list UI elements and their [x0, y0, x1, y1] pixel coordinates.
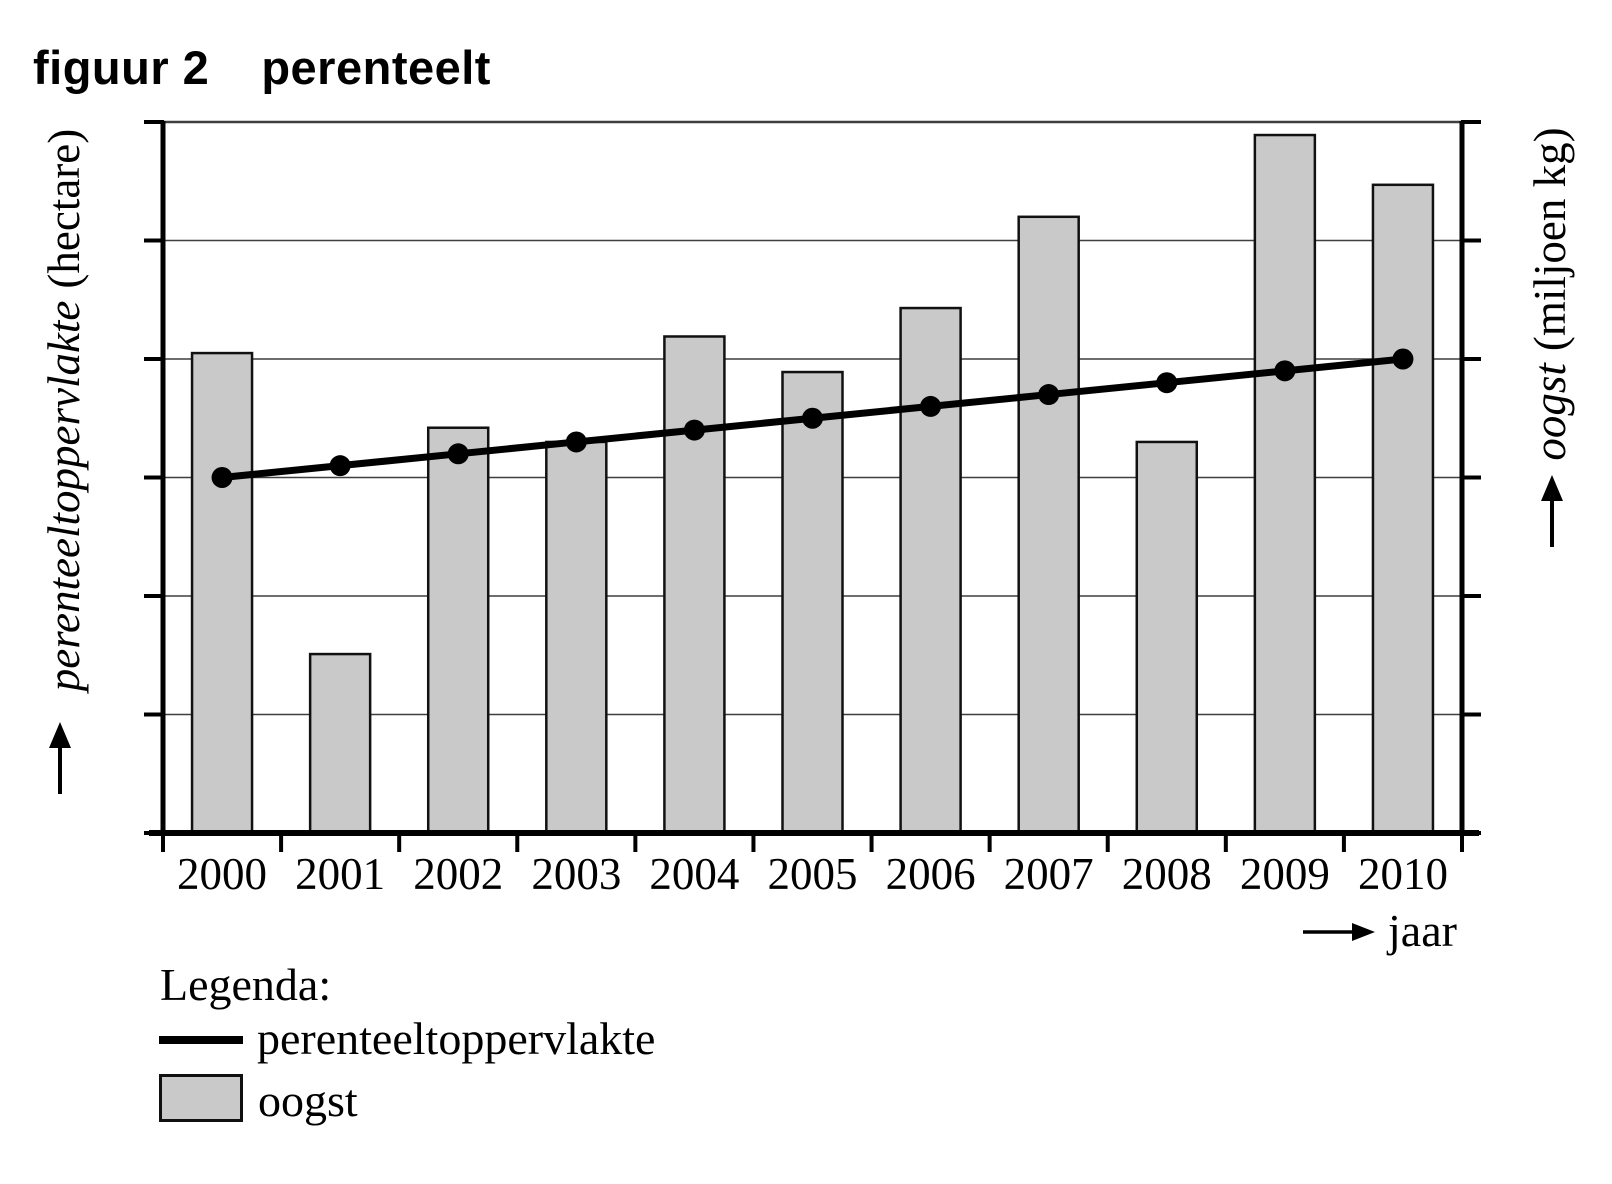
- x-tick-label: 2003: [531, 849, 621, 899]
- x-tick-label: 2006: [886, 849, 976, 899]
- x-axis-label: jaar: [1388, 905, 1457, 956]
- bar-2004: [663, 335, 726, 835]
- bar-2005: [781, 370, 844, 835]
- x-tick-label: 2008: [1122, 849, 1212, 899]
- legend-heading: Legenda:: [160, 959, 332, 1010]
- bar-2001: [308, 652, 372, 835]
- figure-number: figuur 2: [33, 41, 210, 94]
- bar-2010: [1371, 183, 1435, 835]
- data-point-2010: [1392, 348, 1414, 370]
- x-tick-label: 2010: [1358, 849, 1448, 899]
- data-point-2000: [211, 467, 233, 488]
- right-axis-up-arrow-icon: [1541, 475, 1563, 547]
- x-tick-label: 2004: [649, 849, 739, 899]
- bar-2003: [545, 440, 608, 835]
- left-axis-unit: (hectare): [39, 128, 89, 289]
- x-tick-label: 2007: [1004, 849, 1094, 899]
- bar-2008: [1135, 440, 1199, 835]
- right-axis-name: oogst: [1525, 363, 1575, 461]
- x-tick-label: 2000: [177, 849, 267, 899]
- legend-box-label: oogst: [258, 1075, 358, 1126]
- data-point-2002: [447, 443, 469, 465]
- legend-box-swatch: [159, 1074, 243, 1122]
- data-point-2003: [565, 431, 587, 453]
- x-tick-label: 2005: [768, 849, 858, 899]
- data-point-2006: [920, 395, 942, 417]
- bar-2009: [1253, 133, 1317, 835]
- x-tick-label: 2001: [295, 849, 385, 899]
- legend-line-swatch: [159, 1036, 243, 1044]
- data-point-2004: [683, 419, 705, 441]
- data-point-2005: [802, 407, 823, 429]
- figure-title: figuur 2 perenteelt: [33, 40, 491, 95]
- bar-2002: [426, 426, 490, 835]
- legend-line-label: perenteeltoppervlakte: [257, 1013, 656, 1064]
- data-point-2008: [1156, 372, 1178, 394]
- data-point-2001: [329, 455, 351, 477]
- left-axis-name: perenteeltoppervlakte: [39, 300, 89, 692]
- right-axis-unit: (miljoen kg): [1525, 127, 1575, 352]
- x-tick-label: 2009: [1240, 849, 1330, 899]
- bar-2000: [190, 351, 254, 835]
- data-point-2007: [1038, 384, 1060, 406]
- data-point-2009: [1274, 360, 1296, 382]
- x-tick-label: 2002: [413, 849, 503, 899]
- x-axis-right-arrow-icon: [1303, 923, 1375, 941]
- figure-name: perenteelt: [261, 41, 491, 94]
- bar-2007: [1017, 215, 1080, 835]
- bar-2006: [899, 306, 962, 835]
- left-axis-up-arrow-icon: [49, 722, 71, 794]
